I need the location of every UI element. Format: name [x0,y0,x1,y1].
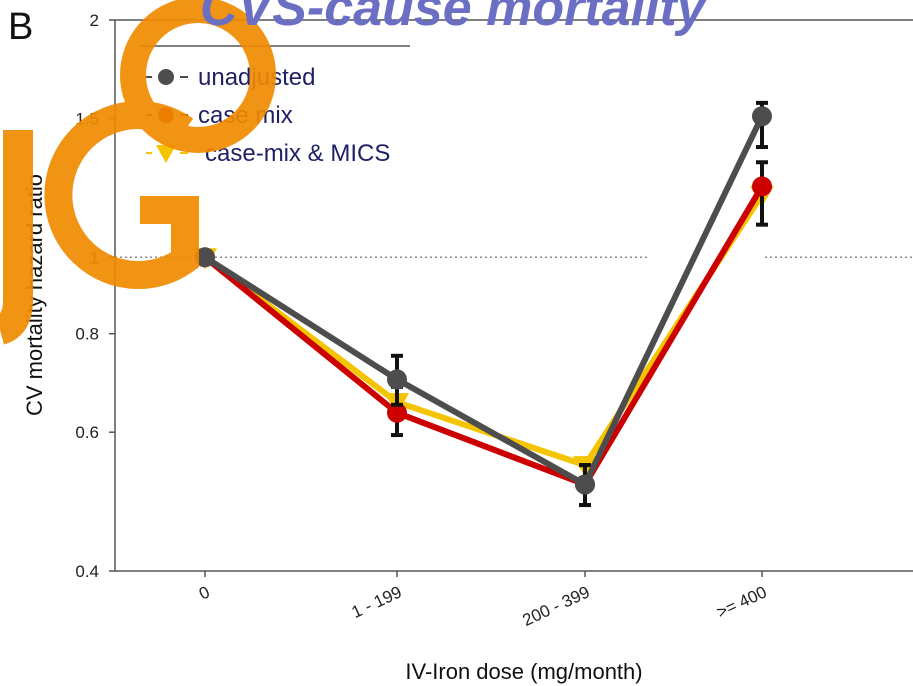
x-axis: 0 1 - 199 200 - 399 >= 400 [196,571,770,630]
series-unadjusted [195,100,772,508]
legend-label: case-mix & MICS [205,140,390,167]
series-layer [193,100,774,508]
y-tick-label: 2 [90,11,99,30]
data-point [752,176,772,197]
series-line [203,184,765,488]
slide-title: CVS-cause mortality [200,0,706,37]
x-tick-label: 200 - 399 [520,582,593,630]
series-case-mix [195,160,772,508]
x-tick-label: 1 - 199 [349,582,405,622]
data-point [387,402,407,423]
x-tick-label: 0 [196,582,213,603]
series-line [203,114,765,488]
y-axis: 0.40.60.811.52 [75,11,115,581]
plot-frame [114,19,913,572]
logo-letter-o [120,0,276,153]
data-point [575,474,595,495]
legend-marker [158,69,174,85]
legend-marker [156,145,176,163]
y-tick-label: 0.8 [75,325,99,344]
data-point [387,369,407,390]
y-tick-label: 0.4 [75,562,99,581]
x-axis-label: IV-Iron dose (mg/month) [405,659,642,684]
data-point [195,247,215,268]
logo-letter-j [0,130,33,345]
jgo-watermark-logo [0,0,276,345]
data-point [752,106,772,127]
panel-letter: B [8,6,34,48]
x-tick-label: >= 400 [714,582,770,622]
series-case-mix-mics [193,185,774,478]
plot-border [114,19,913,572]
y-tick-label: 0.6 [75,423,99,442]
